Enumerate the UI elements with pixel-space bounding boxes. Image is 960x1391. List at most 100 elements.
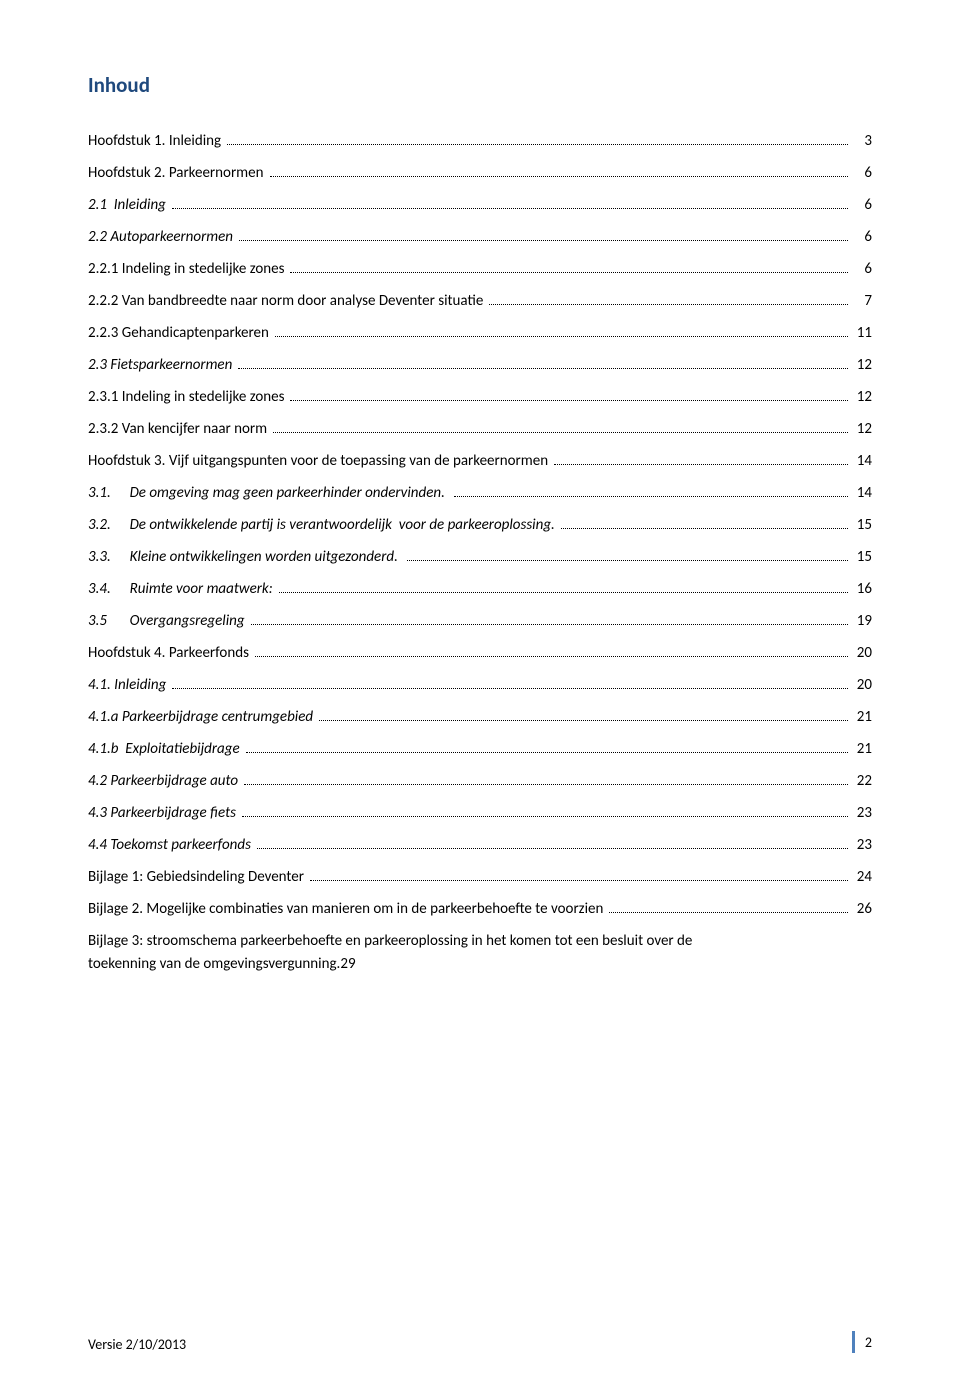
toc-dot-leader	[554, 456, 848, 465]
toc-dot-leader	[246, 744, 848, 753]
toc-entry-page: 12	[852, 354, 872, 377]
toc-row: Hoofdstuk 4. Parkeerfonds 20	[88, 642, 872, 665]
toc-dot-leader	[279, 584, 848, 593]
toc-row: 2.2.1 Indeling in stedelijke zones 6	[88, 258, 872, 281]
toc-dot-leader	[239, 232, 848, 241]
toc-entry-label: 4.3 Parkeerbijdrage fiets	[88, 802, 236, 825]
table-of-contents: Hoofdstuk 1. Inleiding 3 Hoofdstuk 2. Park…	[88, 130, 872, 975]
toc-dot-leader	[270, 168, 848, 177]
toc-row: 4.4 Toekomst parkeerfonds 23	[88, 834, 872, 857]
toc-entry-page: 20	[852, 674, 872, 697]
toc-dot-leader	[172, 680, 848, 689]
toc-dot-leader	[407, 552, 848, 561]
page-footer: Versie 2/10/2013 2	[88, 1331, 872, 1353]
toc-entry-label: 4.1.a Parkeerbijdrage centrumgebied	[88, 706, 313, 729]
toc-entry-label: 2.3.2 Van kencijfer naar norm	[88, 418, 267, 441]
toc-entry-page: 23	[852, 834, 872, 857]
toc-dot-leader	[310, 872, 848, 881]
toc-dot-leader	[275, 328, 848, 337]
toc-entry-number: 3.2.	[88, 514, 116, 537]
toc-entry-label: 2.2.2 Van bandbreedte naar norm door ana…	[88, 290, 483, 313]
toc-row: 2.2.2 Van bandbreedte naar norm door ana…	[88, 290, 872, 313]
toc-entry-page: 21	[852, 738, 872, 761]
toc-dot-leader	[290, 392, 848, 401]
toc-entry-label: De ontwikkelende partij is verantwoordel…	[130, 514, 555, 537]
toc-entry-number: 3.5	[88, 610, 116, 633]
toc-entry-page: 29	[340, 953, 355, 976]
toc-row: Hoofdstuk 3. Vijf uitgangspunten voor de…	[88, 450, 872, 473]
toc-dot-leader	[609, 904, 848, 913]
toc-dot-leader	[319, 712, 848, 721]
toc-row: 2.2.3 Gehandicaptenparkeren11	[88, 322, 872, 345]
toc-dot-leader	[561, 520, 848, 529]
toc-row: 4.1. Inleiding 20	[88, 674, 872, 697]
toc-entry-page: 16	[852, 578, 872, 601]
toc-dot-leader	[227, 136, 848, 145]
toc-row: 2.1 Inleiding6	[88, 194, 872, 217]
toc-entry-number: 3.4.	[88, 578, 116, 601]
toc-row: Hoofdstuk 2. Parkeernormen6	[88, 162, 872, 185]
toc-entry-page: 3	[852, 130, 872, 153]
document-page: Inhoud Hoofdstuk 1. Inleiding3Hoofdstuk …	[0, 0, 960, 1391]
toc-entry-page: 26	[852, 898, 872, 921]
toc-entry-page: 24	[852, 866, 872, 889]
toc-entry-page: 12	[852, 386, 872, 409]
toc-entry-page: 22	[852, 770, 872, 793]
toc-entry-label: 2.3.1 Indeling in stedelijke zones	[88, 386, 284, 409]
toc-entry-label: toekenning van de omgevingsvergunning.	[88, 953, 340, 976]
footer-accent-bar	[852, 1331, 855, 1353]
toc-row: 4.2 Parkeerbijdrage auto 22	[88, 770, 872, 793]
footer-page-number: 2	[865, 1334, 872, 1351]
toc-entry-label: 2.2 Autoparkeernormen	[88, 226, 233, 249]
toc-entry-label: Hoofdstuk 1. Inleiding	[88, 130, 221, 153]
toc-row: 4.3 Parkeerbijdrage fiets 23	[88, 802, 872, 825]
toc-row: Bijlage 1: Gebiedsindeling Deventer 24	[88, 866, 872, 889]
toc-entry-page: 19	[852, 610, 872, 633]
toc-entry-label: 4.1.b Exploitatiebijdrage	[88, 738, 240, 761]
toc-row: 3.4. Ruimte voor maatwerk:16	[88, 578, 872, 601]
toc-entry-label: 4.4 Toekomst parkeerfonds	[88, 834, 251, 857]
toc-row: 2.3.1 Indeling in stedelijke zones 12	[88, 386, 872, 409]
toc-entry-label: 2.3 Fietsparkeernormen	[88, 354, 232, 377]
toc-row: 3.5 Overgangsregeling19	[88, 610, 872, 633]
toc-entry-label: 4.1. Inleiding	[88, 674, 166, 697]
footer-right: 2	[852, 1331, 872, 1353]
toc-entry-label: Hoofdstuk 4. Parkeerfonds	[88, 642, 249, 665]
toc-entry-page: 6	[852, 226, 872, 249]
toc-row: Bijlage 3: stroomschema parkeerbehoefte …	[88, 930, 872, 975]
toc-dot-leader	[244, 776, 848, 785]
toc-dot-leader	[172, 200, 848, 209]
toc-entry-label: Bijlage 1: Gebiedsindeling Deventer	[88, 866, 304, 889]
toc-dot-leader	[454, 488, 848, 497]
toc-row: Hoofdstuk 1. Inleiding 3	[88, 130, 872, 153]
toc-row: 3.2. De ontwikkelende partij is verantwo…	[88, 514, 872, 537]
toc-dot-leader	[290, 264, 848, 273]
toc-entry-label: 4.2 Parkeerbijdrage auto	[88, 770, 238, 793]
page-title: Inhoud	[88, 72, 872, 98]
toc-row: 3.1. De omgeving mag geen parkeerhinder …	[88, 482, 872, 505]
toc-entry-page: 14	[852, 482, 872, 505]
toc-row: 2.3.2 Van kencijfer naar norm12	[88, 418, 872, 441]
toc-entry-label: Bijlage 3: stroomschema parkeerbehoefte …	[88, 930, 872, 953]
toc-entry-label: 2.2.1 Indeling in stedelijke zones	[88, 258, 284, 281]
toc-entry-page: 6	[852, 258, 872, 281]
toc-dot-leader	[251, 616, 848, 625]
toc-row: 2.2 Autoparkeernormen 6	[88, 226, 872, 249]
toc-dot-leader	[242, 808, 848, 817]
toc-entry-page: 6	[852, 194, 872, 217]
toc-dot-leader	[255, 648, 848, 657]
toc-entry-label: Hoofdstuk 2. Parkeernormen	[88, 162, 264, 185]
toc-entry-number: 3.3.	[88, 546, 116, 569]
toc-entry-label: Kleine ontwikkelingen worden uitgezonder…	[130, 546, 402, 569]
footer-version: Versie 2/10/2013	[88, 1336, 186, 1353]
toc-row: 4.1.b Exploitatiebijdrage 21	[88, 738, 872, 761]
toc-dot-leader	[238, 360, 848, 369]
toc-dot-leader	[489, 296, 848, 305]
toc-entry-page: 7	[852, 290, 872, 313]
toc-entry-label: Bijlage 2. Mogelijke combinaties van man…	[88, 898, 603, 921]
toc-dot-leader	[257, 840, 848, 849]
toc-row: 4.1.a Parkeerbijdrage centrumgebied21	[88, 706, 872, 729]
toc-row-continuation: toekenning van de omgevingsvergunning. 2…	[88, 953, 872, 976]
toc-entry-page: 23	[852, 802, 872, 825]
toc-entry-page: 20	[852, 642, 872, 665]
